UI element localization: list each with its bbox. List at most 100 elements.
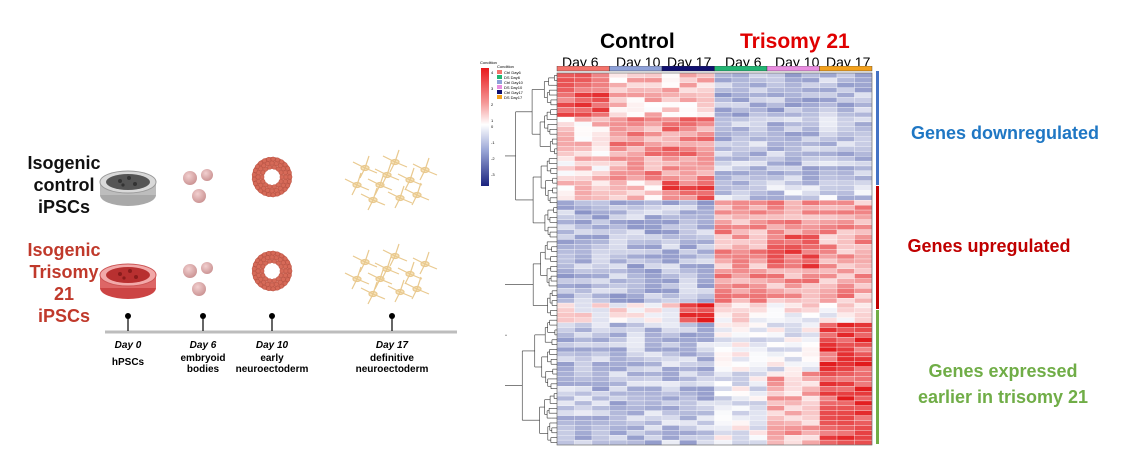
heatmap-cell (820, 166, 838, 171)
heatmap-cell (680, 269, 698, 274)
heatmap-cell (802, 440, 820, 445)
legend-swatch (497, 90, 502, 94)
heatmap-cell (837, 425, 855, 430)
condition-annotation-bar (767, 66, 820, 71)
heatmap-cell (820, 102, 838, 107)
heatmap-cell (645, 137, 663, 142)
heatmap-cell (575, 88, 593, 93)
heatmap-cell (837, 288, 855, 293)
heatmap-cell (837, 318, 855, 323)
heatmap-cell (645, 117, 663, 122)
heatmap-cell (785, 435, 803, 440)
heatmap-cell (715, 83, 733, 88)
heatmap-cell (785, 166, 803, 171)
heatmap-cell (802, 142, 820, 147)
heatmap-cell (627, 122, 645, 127)
heatmap-cell (837, 421, 855, 426)
heatmap-cell (662, 264, 680, 269)
heatmap-cell (575, 249, 593, 254)
heatmap-cell (750, 132, 768, 137)
heatmap-cell (802, 176, 820, 181)
heatmap-cell (662, 156, 680, 161)
heatmap-cell (732, 401, 750, 406)
heatmap-cell (557, 220, 575, 225)
heatmap-cell (732, 239, 750, 244)
heatmap-cell (697, 269, 715, 274)
heatmap-cell (785, 190, 803, 195)
heatmap-cell (697, 122, 715, 127)
heatmap-cell (575, 386, 593, 391)
heatmap-cell (627, 73, 645, 78)
heatmap-cell (837, 176, 855, 181)
heatmap-cell (837, 78, 855, 83)
heatmap-cell (820, 83, 838, 88)
heatmap-cell (750, 88, 768, 93)
heatmap-cell (680, 122, 698, 127)
heatmap-cell (697, 97, 715, 102)
rosette-cell (262, 253, 266, 257)
heatmap-cell (662, 171, 680, 176)
heatmap-cell (680, 328, 698, 333)
heatmap-cell (785, 279, 803, 284)
heatmap-cell (645, 220, 663, 225)
heatmap-cell (627, 200, 645, 205)
heatmap-cell (680, 102, 698, 107)
heatmap-cell (715, 161, 733, 166)
heatmap-cell (627, 416, 645, 421)
heatmap-cell (837, 93, 855, 98)
heatmap-cell (802, 362, 820, 367)
rosette-cell (252, 177, 256, 181)
heatmap-cell (820, 161, 838, 166)
heatmap-cell (645, 225, 663, 230)
heatmap-cell (802, 293, 820, 298)
heatmap-cell (785, 78, 803, 83)
heatmap-cell (750, 220, 768, 225)
heatmap-cell (662, 249, 680, 254)
heatmap-cell (557, 362, 575, 367)
heatmap-cell (785, 93, 803, 98)
heatmap-cell (837, 200, 855, 205)
rosette-cell (266, 188, 270, 192)
heatmap-cell (592, 132, 610, 137)
heatmap-cell (592, 205, 610, 210)
heatmap-cell (645, 352, 663, 357)
heatmap-cell (557, 225, 575, 230)
heatmap-cell (680, 151, 698, 156)
heatmap-cell (820, 411, 838, 416)
heatmap-cell (820, 122, 838, 127)
heatmap-cell (627, 274, 645, 279)
heatmap-cell (767, 328, 785, 333)
heatmap-cell (680, 190, 698, 195)
heatmap-cell (732, 151, 750, 156)
heatmap-cell (592, 181, 610, 186)
heatmap-cell (802, 215, 820, 220)
heatmap-cell (627, 186, 645, 191)
heatmap-cell (715, 293, 733, 298)
heatmap-cell (645, 421, 663, 426)
heatmap-cell (592, 151, 610, 156)
heatmap-cell (855, 362, 873, 367)
heatmap-cell (820, 293, 838, 298)
heatmap-cell (715, 328, 733, 333)
heatmap-cell (750, 381, 768, 386)
heatmap-cell (575, 411, 593, 416)
heatmap-cell (610, 78, 628, 83)
heatmap-cell (837, 186, 855, 191)
heatmap-cell (697, 347, 715, 352)
heatmap-cell (557, 239, 575, 244)
heatmap-cell (715, 137, 733, 142)
heatmap-cell (557, 308, 575, 313)
heatmap-cell (610, 323, 628, 328)
heatmap-cell (575, 352, 593, 357)
heatmap-cell (592, 78, 610, 83)
heatmap-cell (802, 186, 820, 191)
heatmap-cell (732, 166, 750, 171)
heatmap-cell (645, 166, 663, 171)
heatmap-cell (855, 283, 873, 288)
heatmap-cell (592, 421, 610, 426)
heatmap-cell (802, 421, 820, 426)
heatmap-cell (557, 347, 575, 352)
heatmap-cell (715, 215, 733, 220)
heatmap-cell (662, 279, 680, 284)
heatmap-cell (627, 288, 645, 293)
